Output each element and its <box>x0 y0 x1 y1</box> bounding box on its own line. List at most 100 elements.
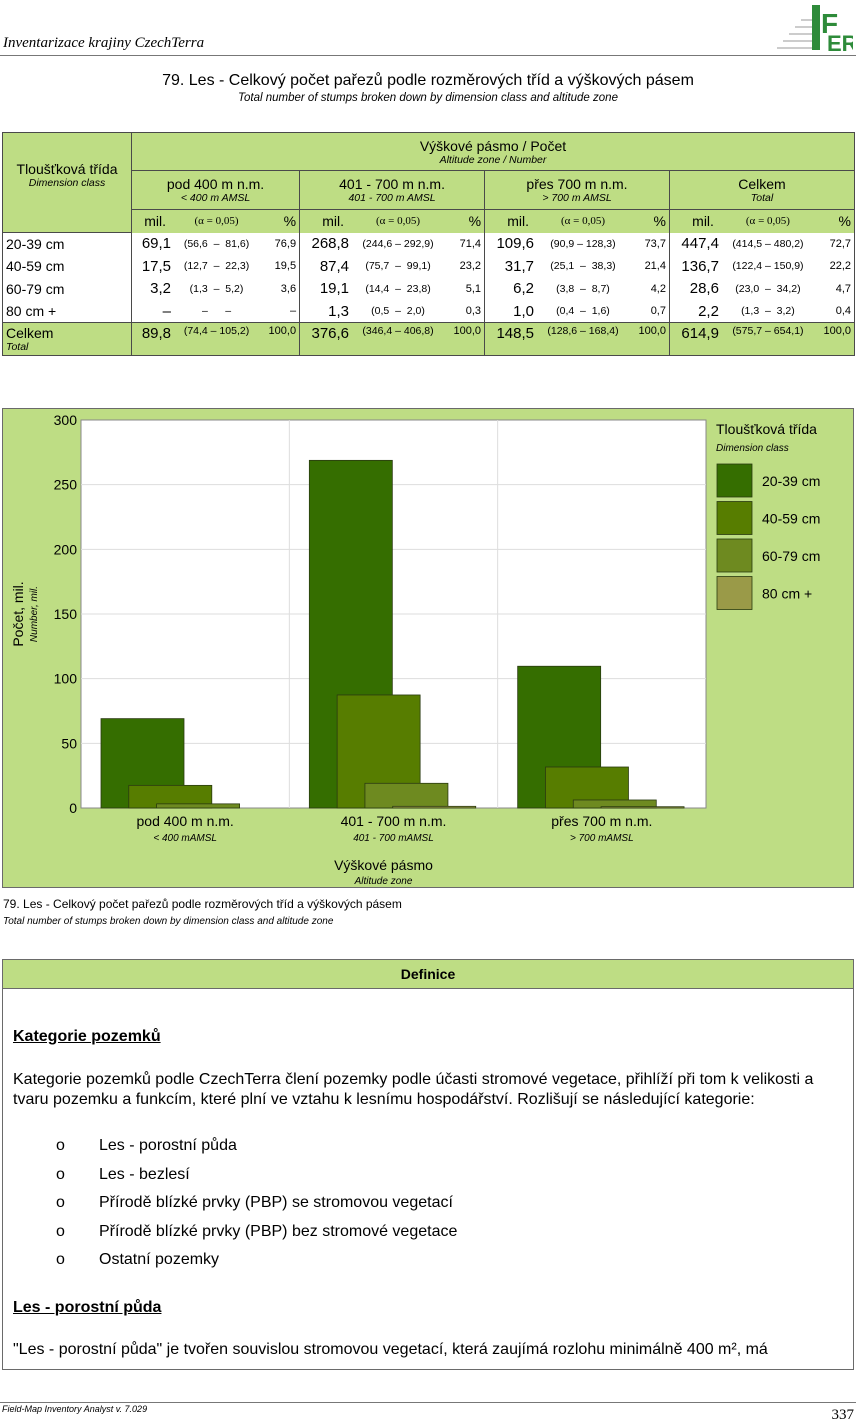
definition-paragraph-2: "Les - porostní půda" je tvořen souvislo… <box>13 1341 768 1358</box>
column-header: 401 - 700 m n.m. 401 - 700 m AMSL <box>299 170 486 210</box>
ci-cell: (346,4 – 406,8) <box>352 322 444 356</box>
value-cell: 3,2 <box>131 277 175 300</box>
table-row: 60-79 cm 3,2 (1,3 – 5,2) 3,6 19,1 (14,4 – 23,… <box>2 277 855 300</box>
percent-cell: – <box>259 300 301 323</box>
column-header-cz: 401 - 700 m n.m. <box>339 176 445 192</box>
ci-cell: (23,0 – 34,2) <box>735 282 801 295</box>
alpha-header: (α = 0,05) <box>745 215 790 228</box>
x-tick-label-en: < 400 mAMSL <box>153 833 217 844</box>
ci-cell: (414,5 – 480,2) <box>732 237 804 250</box>
definition-heading: Kategorie pozemků <box>13 1028 161 1045</box>
percent-cell: 100,0 <box>259 322 301 356</box>
value-cell: 268,8 <box>299 232 353 255</box>
page-number: 337 <box>831 1407 855 1423</box>
value-cell: 87,4 <box>299 255 353 278</box>
value-cell: 376,6 <box>299 322 353 356</box>
ci-cell: (25,1 – 38,3) <box>550 260 616 273</box>
svg-text:ER: ER <box>827 31 853 53</box>
value-cell: 6,2 <box>484 277 537 300</box>
column-header: Celkem Total <box>668 170 856 210</box>
row-header-en: Dimension class <box>28 176 106 189</box>
chart-caption: 79. Les - Celkový počet pařezů podle roz… <box>3 897 402 911</box>
category-label: Les - porostní půda <box>99 1137 237 1154</box>
legend-swatch <box>716 538 753 573</box>
category-list-item: o Ostatní pozemky <box>56 1251 219 1269</box>
ci-cell: (0,5 – 2,0) <box>371 305 425 317</box>
x-axis-title: Výškové pásmo <box>334 857 433 873</box>
x-tick-label: pod 400 m n.m. <box>137 813 234 829</box>
row-label-text: Celkem <box>6 325 54 341</box>
x-axis-title-en: Altitude zone <box>354 876 413 887</box>
ci-cell: (75,7 – 99,1) <box>365 260 431 273</box>
document-header-title: Inventarizace krajiny CzechTerra <box>3 35 205 51</box>
definitions-box: Definice Kategorie pozemků Kategorie poz… <box>2 959 854 1370</box>
percent-cell: 19,5 <box>259 255 301 278</box>
row-label: 60-79 cm <box>2 277 132 300</box>
column-header-en: > 700 m AMSL <box>542 192 612 204</box>
mil-header: mil. <box>131 209 175 233</box>
column-header-en: 401 - 700 m AMSL <box>348 192 436 204</box>
y-tick-label: 50 <box>61 735 77 751</box>
row-label: Celkem Total <box>2 322 132 356</box>
percent-cell: 71,4 <box>444 232 486 255</box>
y-tick-label: 250 <box>54 477 78 493</box>
legend-label: 40-59 cm <box>762 511 820 527</box>
column-header-cz: přes 700 m n.m. <box>526 176 628 192</box>
column-header-cz: Celkem <box>738 176 786 192</box>
ci-cell: (56,6 – 81,6) <box>183 237 250 250</box>
mil-header: mil. <box>299 209 353 233</box>
value-cell: 17,5 <box>131 255 175 278</box>
ifer-logo: F ER <box>777 5 853 53</box>
value-cell: 148,5 <box>484 322 537 356</box>
y-tick-label: 150 <box>54 606 78 622</box>
alpha-header: (α = 0,05) <box>194 215 239 228</box>
group-header: Výškové pásmo / Počet Altitude zone / Nu… <box>131 132 855 171</box>
percent-cell: 73,7 <box>628 232 670 255</box>
chart-panel: 0 50 100 150 200 250 300 pod 400 m n.m. < 400 mA… <box>2 408 854 888</box>
ci-cell: – – <box>201 305 232 317</box>
value-cell: 31,7 <box>484 255 537 278</box>
footer-divider <box>0 1402 856 1403</box>
stumps-table: Tloušťková třída Dimension class Výškové… <box>2 132 856 356</box>
percent-cell: 100,0 <box>444 322 486 356</box>
row-header: Tloušťková třída <box>16 160 118 177</box>
row-label-en: Total <box>6 341 29 353</box>
percent-header: % <box>259 209 301 233</box>
bullet-icon: o <box>56 1194 65 1211</box>
bar-80-cm- <box>600 806 685 809</box>
table-title: 79. Les - Celkový počet pařezů podle roz… <box>162 72 694 89</box>
chart-caption-en: Total number of stumps broken down by di… <box>3 916 334 927</box>
bar-chart: 0 50 100 150 200 250 300 pod 400 m n.m. < 400 mA… <box>10 412 820 887</box>
row-header-cell: Tloušťková třída Dimension class <box>2 132 132 233</box>
percent-cell: 22,2 <box>813 255 855 278</box>
table-row: 40-59 cm 17,5 (12,7 – 22,3) 19,5 87,4 (75,7 –… <box>2 255 855 278</box>
column-header-en: < 400 m AMSL <box>180 192 251 204</box>
row-label-text: 40-59 cm <box>6 258 65 274</box>
legend-label: 20-39 cm <box>762 473 820 489</box>
category-list-item: o Přírodě blízké prvky (PBP) bez stromové… <box>56 1222 457 1241</box>
value-cell: 1,3 <box>299 300 353 323</box>
mil-header: mil. <box>668 209 722 233</box>
x-tick-label: 401 - 700 m n.m. <box>341 813 447 829</box>
percent-cell: 5,1 <box>444 277 486 300</box>
ci-cell: (3,8 – 8,7) <box>556 282 610 295</box>
percent-cell: 4,7 <box>813 277 855 300</box>
ci-cell: (14,4 – 23,8) <box>365 282 431 295</box>
category-list-item: o Přírodě blízké prvky (PBP) se stromovou… <box>56 1194 453 1212</box>
column-header-en: Total <box>750 192 774 204</box>
bullet-icon: o <box>56 1222 65 1240</box>
ci-cell: (90,9 – 128,3) <box>550 237 616 250</box>
value-cell: 1,0 <box>484 300 537 323</box>
percent-cell: 0,7 <box>628 300 670 323</box>
percent-cell: 76,9 <box>259 232 301 255</box>
legend-swatch <box>716 576 753 610</box>
row-label: 80 cm + <box>2 300 132 323</box>
group-header-cz: Výškové pásmo / Počet <box>419 137 567 154</box>
percent-cell: 23,2 <box>444 255 486 278</box>
ci-cell: (0,4 – 1,6) <box>556 305 610 317</box>
ci-cell: (575,7 – 654,1) <box>721 322 814 356</box>
row-label-text: 80 cm + <box>6 303 57 319</box>
percent-cell: 100,0 <box>628 322 670 356</box>
value-cell: 2,2 <box>668 300 722 323</box>
value-cell: 109,6 <box>484 232 537 255</box>
